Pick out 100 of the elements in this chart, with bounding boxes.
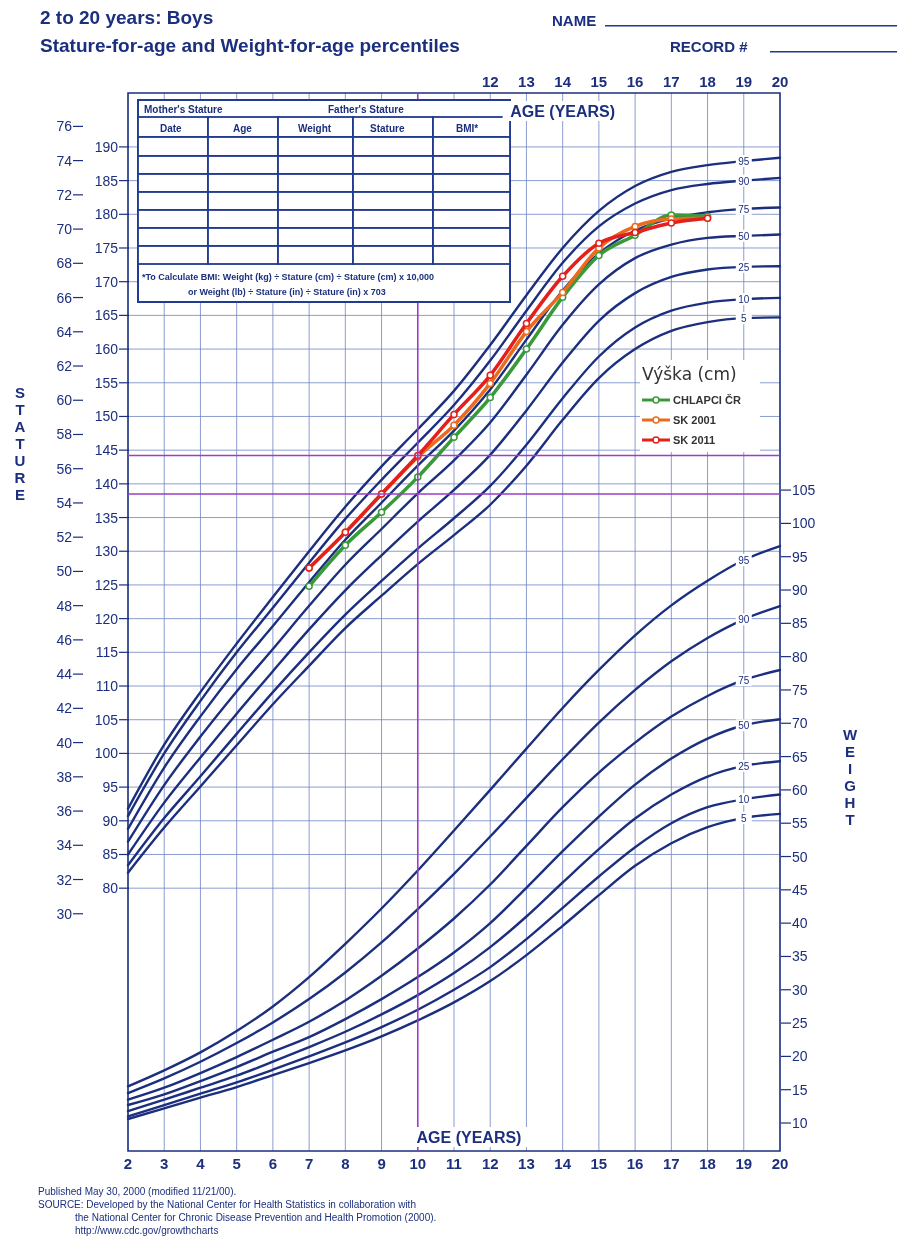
series-label: 10 [738, 794, 750, 806]
y-tick-label: 85 [102, 846, 119, 863]
x2-tick-label: 19 [735, 73, 753, 90]
y2-tick-label: 45 [792, 881, 808, 898]
y2-tick-label: 40 [792, 915, 808, 932]
annotation: Age [233, 123, 253, 134]
y-tick-label: 120 [94, 610, 119, 627]
y2-tick-label: 85 [792, 615, 808, 632]
y2-tick-label: 70 [792, 715, 808, 732]
x-axis-title: AGE (YEARS) [416, 1129, 522, 1146]
y-tick-label: 170 [94, 273, 119, 290]
y-tick-label: 150 [94, 408, 119, 425]
text: Published May 30, 2000 (modified 11/21/00). [38, 1186, 237, 1197]
series-label: 95 [738, 156, 750, 168]
y-tick-label: 165 [94, 307, 119, 324]
text: RECORD # [670, 38, 749, 55]
series-label: 90 [738, 614, 750, 626]
text: NAME [552, 12, 597, 29]
series-label: 25 [738, 760, 750, 772]
x-tick-label: 8 [341, 1155, 350, 1172]
y3-tick-label: 44 [56, 666, 73, 683]
y2-tick-label: 60 [792, 781, 808, 798]
y2-tick-label: 65 [792, 748, 808, 765]
y2-tick-label: 10 [792, 1115, 808, 1132]
y-tick-label: 125 [94, 576, 119, 593]
legend-label: SK 2011 [673, 434, 716, 446]
y3-tick-label: 30 [56, 905, 73, 922]
annotation: Stature [370, 123, 405, 134]
series-label: 95 [738, 555, 750, 567]
legend-label: CHLAPCI ČR [673, 394, 741, 406]
y-tick-label: 90 [102, 812, 119, 829]
x-tick-label: 11 [446, 1155, 462, 1172]
y3-tick-label: 66 [56, 289, 73, 306]
y-tick-label: 115 [95, 644, 119, 661]
y2-tick-label: 90 [792, 582, 808, 599]
x-tick-label: 12 [481, 1155, 499, 1172]
x-tick-label: 13 [518, 1155, 535, 1172]
y-tick-label: 110 [95, 678, 119, 695]
legend-label: SK 2001 [673, 414, 716, 426]
legend-title: Výška (cm) [642, 364, 737, 384]
y3-tick-label: 34 [56, 837, 73, 854]
x-tick-label: 5 [232, 1155, 241, 1172]
y3-tick-label: 48 [56, 597, 73, 614]
x2-tick-label: 14 [554, 73, 572, 90]
series-label: 50 [738, 230, 750, 242]
x-tick-label: 19 [735, 1155, 753, 1172]
y-tick-label: 80 [102, 880, 119, 897]
y-tick-label: 95 [102, 779, 119, 796]
y3-tick-label: 74 [56, 152, 73, 169]
y-tick-label: 180 [94, 206, 119, 223]
y3-tick-label: 40 [56, 734, 73, 751]
series-label: 5 [741, 313, 747, 325]
x-tick-label: 6 [268, 1155, 278, 1172]
x-tick-label: 2 [123, 1155, 133, 1172]
y3-tick-label: 64 [56, 323, 73, 340]
series-label: 75 [738, 674, 750, 686]
y2-tick-label: 20 [792, 1048, 808, 1065]
y3-tick-label: 58 [56, 426, 73, 443]
y2-tick-label: 30 [792, 981, 808, 998]
y-tick-label: 160 [94, 341, 119, 358]
annotation: *To Calculate BMI: Weight (kg) ÷ Stature (cm) ÷ Stature (cm) x 10,000 [142, 272, 435, 282]
y3-tick-label: 70 [56, 221, 73, 238]
source-note: SOURCE: Developed by the National Center for Health Statistics in collaboration with [38, 1199, 416, 1210]
y-tick-label: 175 [94, 239, 119, 256]
x-tick-label: 17 [662, 1155, 680, 1172]
series-label: 90 [738, 175, 750, 187]
y2-tick-label: 75 [792, 681, 808, 698]
text: the National Center for Chronic Disease Prevention and Health Promotion (2000). [75, 1212, 437, 1223]
y-tick-label: 100 [94, 745, 119, 762]
x2-tick-label: 20 [771, 73, 789, 90]
y2-axis-title: WEIGHT [842, 726, 858, 828]
y2-tick-label: 55 [792, 815, 808, 832]
y-tick-label: 145 [94, 442, 119, 459]
y-tick-label: 135 [94, 509, 119, 526]
y3-tick-label: 32 [56, 871, 73, 888]
x-tick-label: 20 [771, 1155, 789, 1172]
x-tick-label: 7 [304, 1155, 314, 1172]
y3-tick-label: 68 [56, 255, 73, 272]
x-tick-label: 15 [590, 1155, 608, 1172]
y3-tick-label: 50 [56, 563, 73, 580]
y3-tick-label: 60 [56, 392, 73, 409]
series-label: 50 [738, 720, 750, 732]
y2-tick-label: 95 [792, 548, 808, 565]
y-axis-title: STATURE [14, 384, 26, 503]
y3-tick-label: 72 [56, 186, 73, 203]
y3-tick-label: 56 [56, 460, 73, 477]
y3-tick-label: 46 [56, 631, 73, 648]
annotation: Mother's Stature [144, 104, 223, 115]
y3-tick-label: 54 [56, 494, 73, 511]
y-tick-label: 155 [94, 374, 119, 391]
series-label: 10 [738, 294, 750, 306]
y2-tick-label: 80 [792, 648, 808, 665]
chart-title: 2 to 20 years: Boys [40, 7, 214, 28]
chart-subtitle: Stature-for-age and Weight-for-age percentiles [40, 35, 460, 56]
y2-tick-label: 15 [792, 1081, 808, 1098]
y-tick-label: 105 [94, 711, 119, 728]
annotation: BMI* [456, 123, 479, 134]
x-tick-label: 18 [699, 1155, 716, 1172]
series-label: 5 [741, 812, 747, 824]
x2-tick-label: 15 [590, 73, 608, 90]
